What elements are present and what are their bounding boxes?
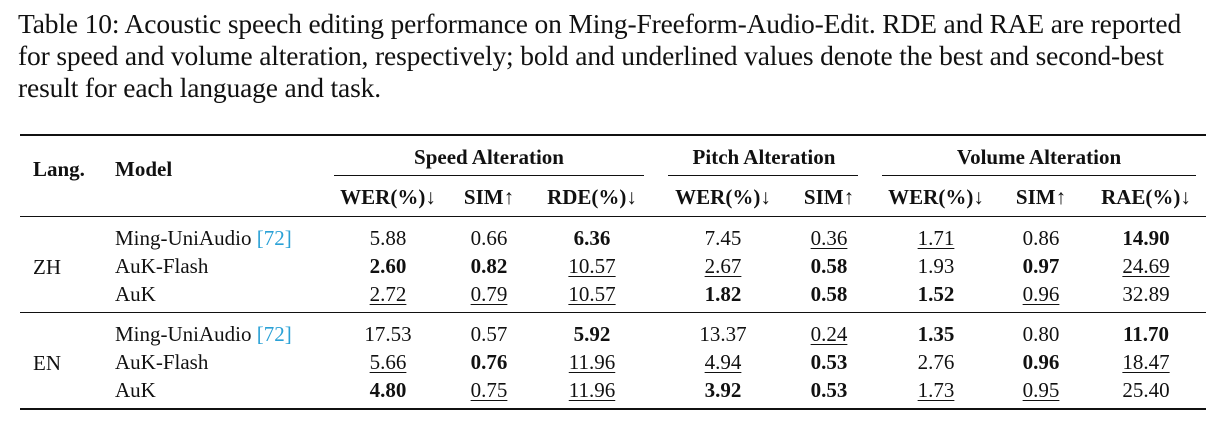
table-cell-zh-2-1: 0.79 xyxy=(470,282,508,306)
table-cell-en-1-6: 0.96 xyxy=(1022,350,1060,374)
model-name-zh-2: AuK xyxy=(115,282,156,306)
table-cell-zh-2-2: 10.57 xyxy=(568,282,616,306)
subheader-speed-wer: WER(%)↓ xyxy=(340,185,436,209)
table-cell-zh-2-0: 2.72 xyxy=(369,282,407,306)
table-cell-en-2-7: 25.40 xyxy=(1122,378,1170,402)
subheader-volume-wer: WER(%)↓ xyxy=(888,185,984,209)
pitch-group-rule xyxy=(668,175,858,176)
subheader-volume-rae: RAE(%)↓ xyxy=(1101,185,1191,209)
table-cell-en-2-1: 0.75 xyxy=(470,378,508,402)
table-cell-en-2-6: 0.95 xyxy=(1022,378,1060,402)
table-cell-zh-0-1: 0.66 xyxy=(470,226,508,250)
table-cell-en-0-5: 1.35 xyxy=(917,322,955,346)
table-cell-zh-1-3: 2.67 xyxy=(704,254,742,278)
table-cell-zh-0-4: 0.36 xyxy=(810,226,848,250)
table-cell-en-0-4: 0.24 xyxy=(810,322,848,346)
table-cell-zh-1-1: 0.82 xyxy=(470,254,508,278)
lang-label-zh: ZH xyxy=(33,255,61,279)
subheader-pitch-sim: SIM↑ xyxy=(803,185,855,209)
table-cell-en-1-1: 0.76 xyxy=(470,350,508,374)
group-header-volume: Volume Alteration xyxy=(956,145,1122,169)
table-cell-en-2-4: 0.53 xyxy=(810,378,848,402)
table-cell-zh-0-2: 6.36 xyxy=(573,226,611,250)
table-cell-zh-1-5: 1.93 xyxy=(917,254,955,278)
top-rule xyxy=(20,134,1206,136)
subheader-speed-sim: SIM↑ xyxy=(463,185,515,209)
table-cell-zh-2-3: 1.82 xyxy=(704,282,742,306)
table-cell-en-2-2: 11.96 xyxy=(568,378,616,402)
model-name-en-0: Ming-UniAudio [72] xyxy=(115,322,292,346)
group-header-speed: Speed Alteration xyxy=(414,145,564,169)
table-cell-en-0-0: 17.53 xyxy=(364,322,412,346)
table-cell-zh-1-7: 24.69 xyxy=(1122,254,1170,278)
table-cell-en-2-3: 3.92 xyxy=(704,378,742,402)
table-cell-en-1-5: 2.76 xyxy=(917,350,955,374)
table-cell-en-2-0: 4.80 xyxy=(369,378,407,402)
table-cell-en-2-5: 1.73 xyxy=(917,378,955,402)
table-cell-zh-0-6: 0.86 xyxy=(1022,226,1060,250)
table-cell-en-0-1: 0.57 xyxy=(470,322,508,346)
bottom-rule xyxy=(20,408,1206,410)
table-cell-en-0-7: 11.70 xyxy=(1122,322,1170,346)
table-caption: Table 10: Acoustic speech editing perfor… xyxy=(18,8,1182,103)
table-cell-zh-0-0: 5.88 xyxy=(369,226,407,250)
table-cell-en-1-2: 11.96 xyxy=(568,350,616,374)
volume-group-rule xyxy=(882,175,1196,176)
table-cell-zh-0-7: 14.90 xyxy=(1122,226,1170,250)
lang-label-en: EN xyxy=(33,351,61,375)
model-name-en-1: AuK-Flash xyxy=(115,350,209,374)
table-cell-en-1-7: 18.47 xyxy=(1122,350,1170,374)
table-cell-zh-2-4: 0.58 xyxy=(810,282,848,306)
table-cell-zh-1-6: 0.97 xyxy=(1022,254,1060,278)
citation-link[interactable]: [72] xyxy=(256,226,292,250)
lang-header: Lang. xyxy=(33,157,85,181)
subheader-volume-sim: SIM↑ xyxy=(1015,185,1067,209)
table-cell-zh-0-3: 7.45 xyxy=(704,226,742,250)
table-cell-en-1-3: 4.94 xyxy=(704,350,742,374)
table-cell-en-1-0: 5.66 xyxy=(369,350,407,374)
subheader-pitch-wer: WER(%)↓ xyxy=(675,185,771,209)
table-cell-en-0-3: 13.37 xyxy=(699,322,747,346)
header-rule xyxy=(20,216,1206,217)
table-cell-zh-2-7: 32.89 xyxy=(1122,282,1170,306)
section-rule xyxy=(20,312,1206,313)
table-cell-zh-1-2: 10.57 xyxy=(568,254,616,278)
model-name-zh-0: Ming-UniAudio [72] xyxy=(115,226,292,250)
table-cell-zh-2-6: 0.96 xyxy=(1022,282,1060,306)
group-header-pitch: Pitch Alteration xyxy=(692,145,836,169)
model-name-en-2: AuK xyxy=(115,378,156,402)
table-cell-en-1-4: 0.53 xyxy=(810,350,848,374)
table-cell-zh-0-5: 1.71 xyxy=(917,226,955,250)
table-cell-zh-1-4: 0.58 xyxy=(810,254,848,278)
speed-group-rule xyxy=(334,175,644,176)
model-header: Model xyxy=(115,157,173,181)
table-cell-en-0-6: 0.80 xyxy=(1022,322,1060,346)
table-cell-en-0-2: 5.92 xyxy=(573,322,611,346)
citation-link[interactable]: [72] xyxy=(256,322,292,346)
table-cell-zh-2-5: 1.52 xyxy=(917,282,955,306)
table-cell-zh-1-0: 2.60 xyxy=(369,254,407,278)
model-name-zh-1: AuK-Flash xyxy=(115,254,209,278)
subheader-speed-rde: RDE(%)↓ xyxy=(547,185,637,209)
